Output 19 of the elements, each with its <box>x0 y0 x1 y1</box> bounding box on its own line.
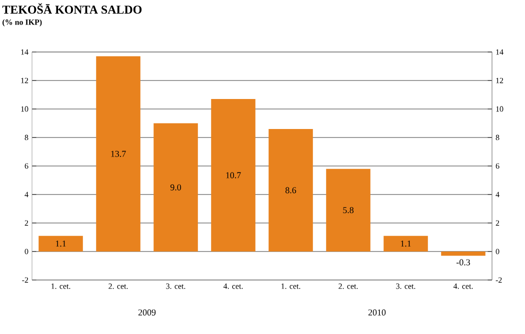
data-label: 5.8 <box>343 207 354 214</box>
data-label: 10.7 <box>226 172 241 178</box>
data-label: 9.0 <box>170 184 182 190</box>
bar <box>268 128 313 252</box>
data-label: -0.3 <box>456 259 470 266</box>
bar <box>441 252 486 256</box>
bar <box>384 236 428 252</box>
bar <box>96 56 140 252</box>
text: 2009 <box>138 309 156 316</box>
data-label: 8.6 <box>285 187 296 194</box>
data-label: 13.7 <box>111 150 126 157</box>
text: 2010 <box>368 309 386 316</box>
bar <box>211 99 256 252</box>
data-label: 1.1 <box>400 240 411 247</box>
chart-title: TEKOŠĀ KONTA SALDO <box>2 3 142 14</box>
bar <box>326 168 370 252</box>
bar <box>38 236 83 252</box>
data-label: 1.1 <box>56 240 66 247</box>
bar <box>154 123 198 252</box>
